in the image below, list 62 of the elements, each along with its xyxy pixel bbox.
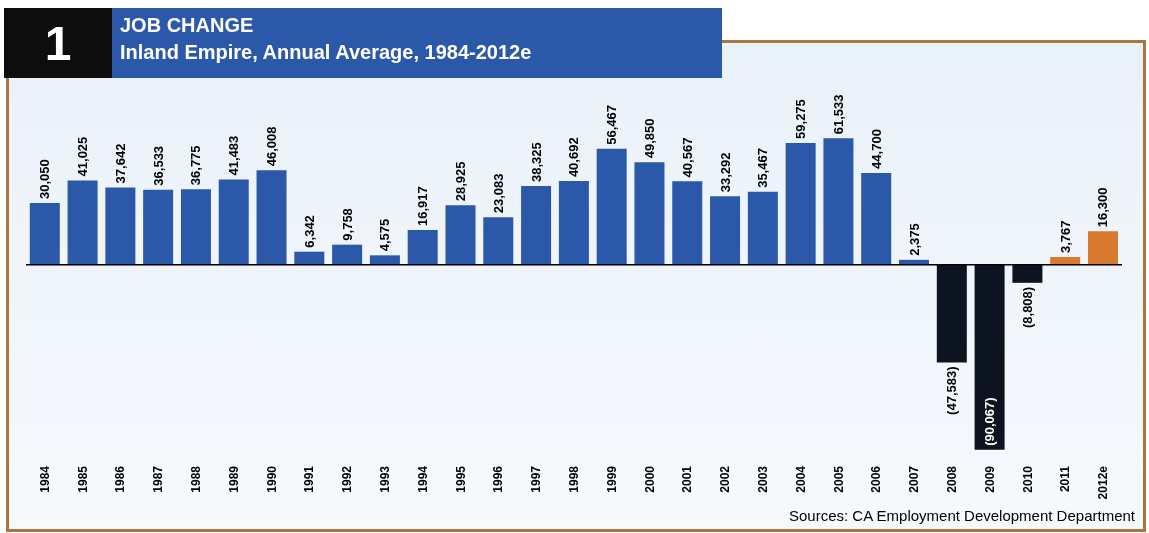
data-label: 9,758 — [339, 208, 355, 241]
data-label: 46,008 — [264, 126, 280, 167]
x-tick-label: 1988 — [189, 465, 204, 493]
data-label: 23,083 — [490, 173, 506, 214]
data-label: 40,692 — [566, 137, 582, 178]
text: 1 — [4, 8, 112, 78]
data-label: 28,925 — [453, 161, 468, 202]
x-tick-label: 2007 — [907, 465, 922, 493]
x-tick-label: 1993 — [378, 465, 393, 493]
data-label: 61,533 — [830, 94, 846, 135]
data-label: 56,467 — [604, 104, 620, 145]
x-tick-label: 1996 — [491, 465, 506, 493]
data-label: 44,700 — [868, 129, 884, 169]
data-label: 40,567 — [679, 137, 695, 178]
data-label: 2,375 — [906, 223, 922, 256]
data-label: 49,850 — [641, 118, 657, 159]
x-tick-label: 1992 — [340, 465, 355, 493]
x-tick-label: 1997 — [529, 465, 544, 493]
x-tick-label: 1987 — [151, 465, 166, 493]
x-tick-label: 2003 — [755, 465, 770, 493]
x-tick-label: 1985 — [75, 465, 90, 493]
x-tick-label: 2011 — [1058, 465, 1073, 493]
x-tick-label: 2002 — [718, 465, 733, 493]
data-label: 37,642 — [112, 143, 128, 184]
data-label: 4,575 — [377, 218, 393, 252]
data-label: 38,325 — [528, 142, 544, 182]
x-tick-label: 1998 — [567, 465, 581, 493]
x-tick-label: 1989 — [226, 465, 241, 493]
data-label: 6,342 — [301, 215, 317, 248]
x-tick-label: 2005 — [831, 465, 846, 493]
x-tick-label: 1999 — [604, 465, 619, 493]
data-label: 41,483 — [226, 135, 242, 176]
x-tick-label: 2010 — [1020, 465, 1035, 493]
source-note: Sources: CA Employment Development Department — [789, 507, 1135, 524]
x-tick-label: 2004 — [793, 465, 808, 493]
data-label: 30,050 — [37, 159, 53, 199]
data-label: 16,917 — [415, 186, 431, 226]
x-tick-label: 2012e — [1096, 465, 1111, 500]
x-tick-label: 2000 — [642, 465, 657, 493]
chart-title: JOB CHANGE — [120, 14, 255, 37]
x-tick-label: 2006 — [869, 465, 884, 493]
data-label: 35,467 — [755, 148, 771, 188]
x-tick-label: 2008 — [944, 465, 959, 493]
data-label: 36,533 — [150, 145, 166, 186]
x-tick-label: 2001 — [680, 465, 695, 493]
x-tick-label: 2009 — [982, 465, 997, 493]
x-tick-label: 1991 — [302, 465, 317, 493]
data-label: 16,300 — [1095, 187, 1111, 228]
data-label: 33,292 — [717, 152, 733, 193]
data-label: 41,025 — [75, 136, 91, 177]
x-tick-label: 1990 — [264, 465, 279, 493]
data-label: 59,275 — [793, 99, 809, 139]
data-label: 36,775 — [188, 145, 204, 186]
x-tick-label: 1984 — [37, 465, 52, 493]
x-tick-label: 1986 — [113, 465, 128, 493]
data-label: (8,808) — [1019, 286, 1035, 329]
data-label: (90,067) — [982, 397, 998, 446]
x-tick-label: 1994 — [415, 465, 430, 493]
x-tick-label: 1995 — [453, 465, 468, 493]
chart-subtitle: Inland Empire, Annual Average, 1984-2012e — [120, 41, 533, 64]
data-label: (47,583) — [944, 366, 960, 415]
data-label: 3,767 — [1057, 220, 1073, 253]
